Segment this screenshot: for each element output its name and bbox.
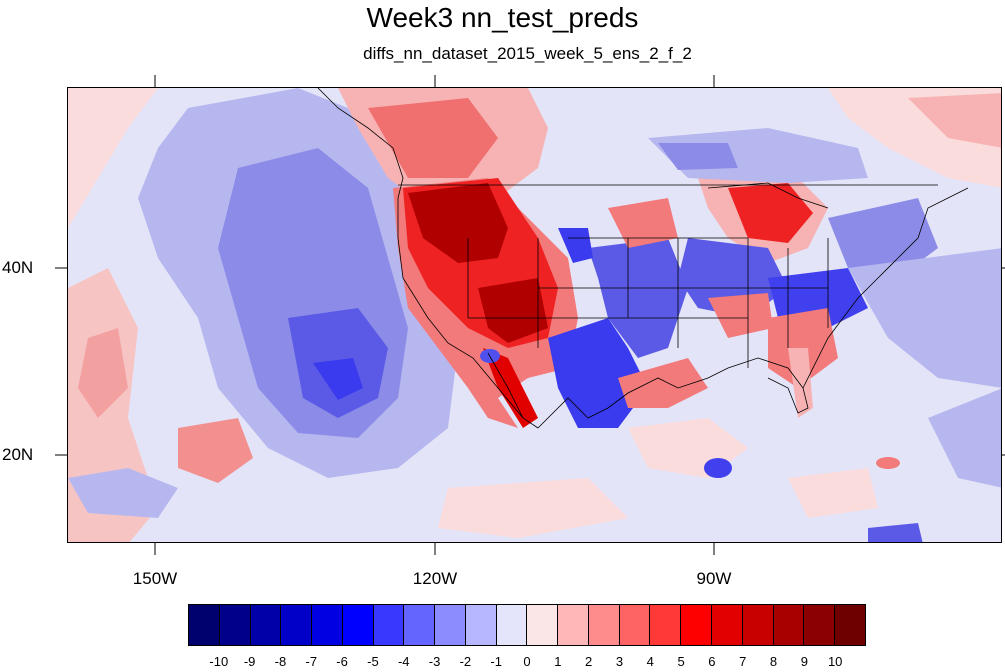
field-region: [78, 328, 128, 418]
field-region: [618, 358, 708, 408]
colorbar-swatch: [465, 605, 497, 645]
field-region: [648, 128, 868, 183]
colorbar-label: -10: [209, 654, 229, 669]
field-region: [788, 348, 813, 418]
field-region: [438, 478, 628, 538]
field-region: [178, 418, 253, 483]
colorbar-swatch: [373, 605, 405, 645]
field-region: [408, 183, 508, 263]
colorbar-swatch: [404, 605, 436, 645]
colorbar-swatch: [281, 605, 313, 645]
colorbar-label: 0: [523, 654, 531, 669]
colorbar-label: -6: [336, 654, 348, 669]
lon-label-120w: 120W: [412, 569, 458, 588]
field-region: [313, 358, 363, 400]
lat-label-20n: 20N: [2, 445, 34, 464]
field-region: [368, 98, 498, 178]
field-region: [478, 278, 548, 343]
field-region: [658, 143, 738, 170]
axis-ticks: [55, 75, 1005, 555]
field-region: [828, 198, 938, 278]
colorbar-swatch: [189, 605, 220, 645]
colorbar-swatch: [619, 605, 651, 645]
colorbar-label: -7: [305, 654, 318, 669]
colorbar-label: 6: [708, 654, 716, 669]
colorbar-label: 8: [769, 654, 778, 669]
colorbar-swatch: [219, 605, 251, 645]
colorbar-swatch: [742, 605, 774, 645]
colorbar-label: -4: [397, 654, 410, 669]
colorbar-swatch: [712, 605, 743, 645]
colorbar-swatch: [650, 605, 682, 645]
colorbar-label: -8: [274, 654, 287, 669]
field-region: [788, 468, 878, 518]
field-region: [608, 198, 678, 248]
colorbar-label: 10: [827, 654, 843, 669]
map-field: [68, 88, 1001, 542]
field-region: [928, 388, 1001, 488]
field-region: [768, 268, 868, 328]
coastlines: [317, 88, 969, 429]
colorbar-swatch: [342, 605, 374, 645]
field-region: [908, 93, 1001, 148]
field-region: [868, 523, 923, 542]
field-region: [548, 318, 648, 428]
colorbar-label: 1: [554, 654, 562, 669]
colorbar-label: -2: [459, 654, 472, 669]
lon-label-150w: 150W: [132, 569, 178, 588]
lat-label-40n: 40N: [2, 258, 34, 277]
colorbar-label: 7: [739, 654, 747, 669]
field-region: [728, 183, 813, 243]
colorbar-swatch: [804, 605, 836, 645]
colorbar-swatch: [588, 605, 620, 645]
colorbar-swatch: [435, 605, 466, 645]
colorbar-swatch: [496, 605, 528, 645]
field-region: [558, 228, 593, 263]
colorbar: [188, 604, 866, 646]
colorbar-swatch: [835, 605, 865, 645]
colorbar-swatch: [681, 605, 713, 645]
colorbar-label: -1: [490, 654, 502, 669]
field-region: [588, 238, 688, 358]
figure-title: Week3 nn_test_preds: [366, 2, 639, 33]
field-region: [704, 458, 732, 478]
figure-subtitle: diffs_nn_dataset_2015_week_5_ens_2_f_2: [363, 44, 692, 63]
colorbar-label: 5: [677, 654, 685, 669]
field-region: [848, 248, 1001, 388]
field-region: [876, 457, 900, 469]
field-region: [68, 88, 158, 228]
colorbar-label: 2: [585, 654, 593, 669]
colorbar-label: 4: [646, 654, 654, 669]
colorbar-swatch: [250, 605, 282, 645]
colorbar-swatch: [773, 605, 805, 645]
colorbar-swatch: [312, 605, 343, 645]
colorbar-label: -5: [367, 654, 379, 669]
field-region: [708, 293, 773, 338]
colorbar-label: -3: [428, 654, 441, 669]
colorbar-swatch: [527, 605, 559, 645]
colorbar-label: 9: [800, 654, 808, 669]
field-region: [68, 468, 178, 518]
map-panel: [67, 87, 1002, 543]
colorbar-label: 3: [615, 654, 624, 669]
colorbar-swatch: [558, 605, 589, 645]
colorbar-label: -9: [243, 654, 256, 669]
lon-label-90w: 90W: [696, 569, 732, 588]
